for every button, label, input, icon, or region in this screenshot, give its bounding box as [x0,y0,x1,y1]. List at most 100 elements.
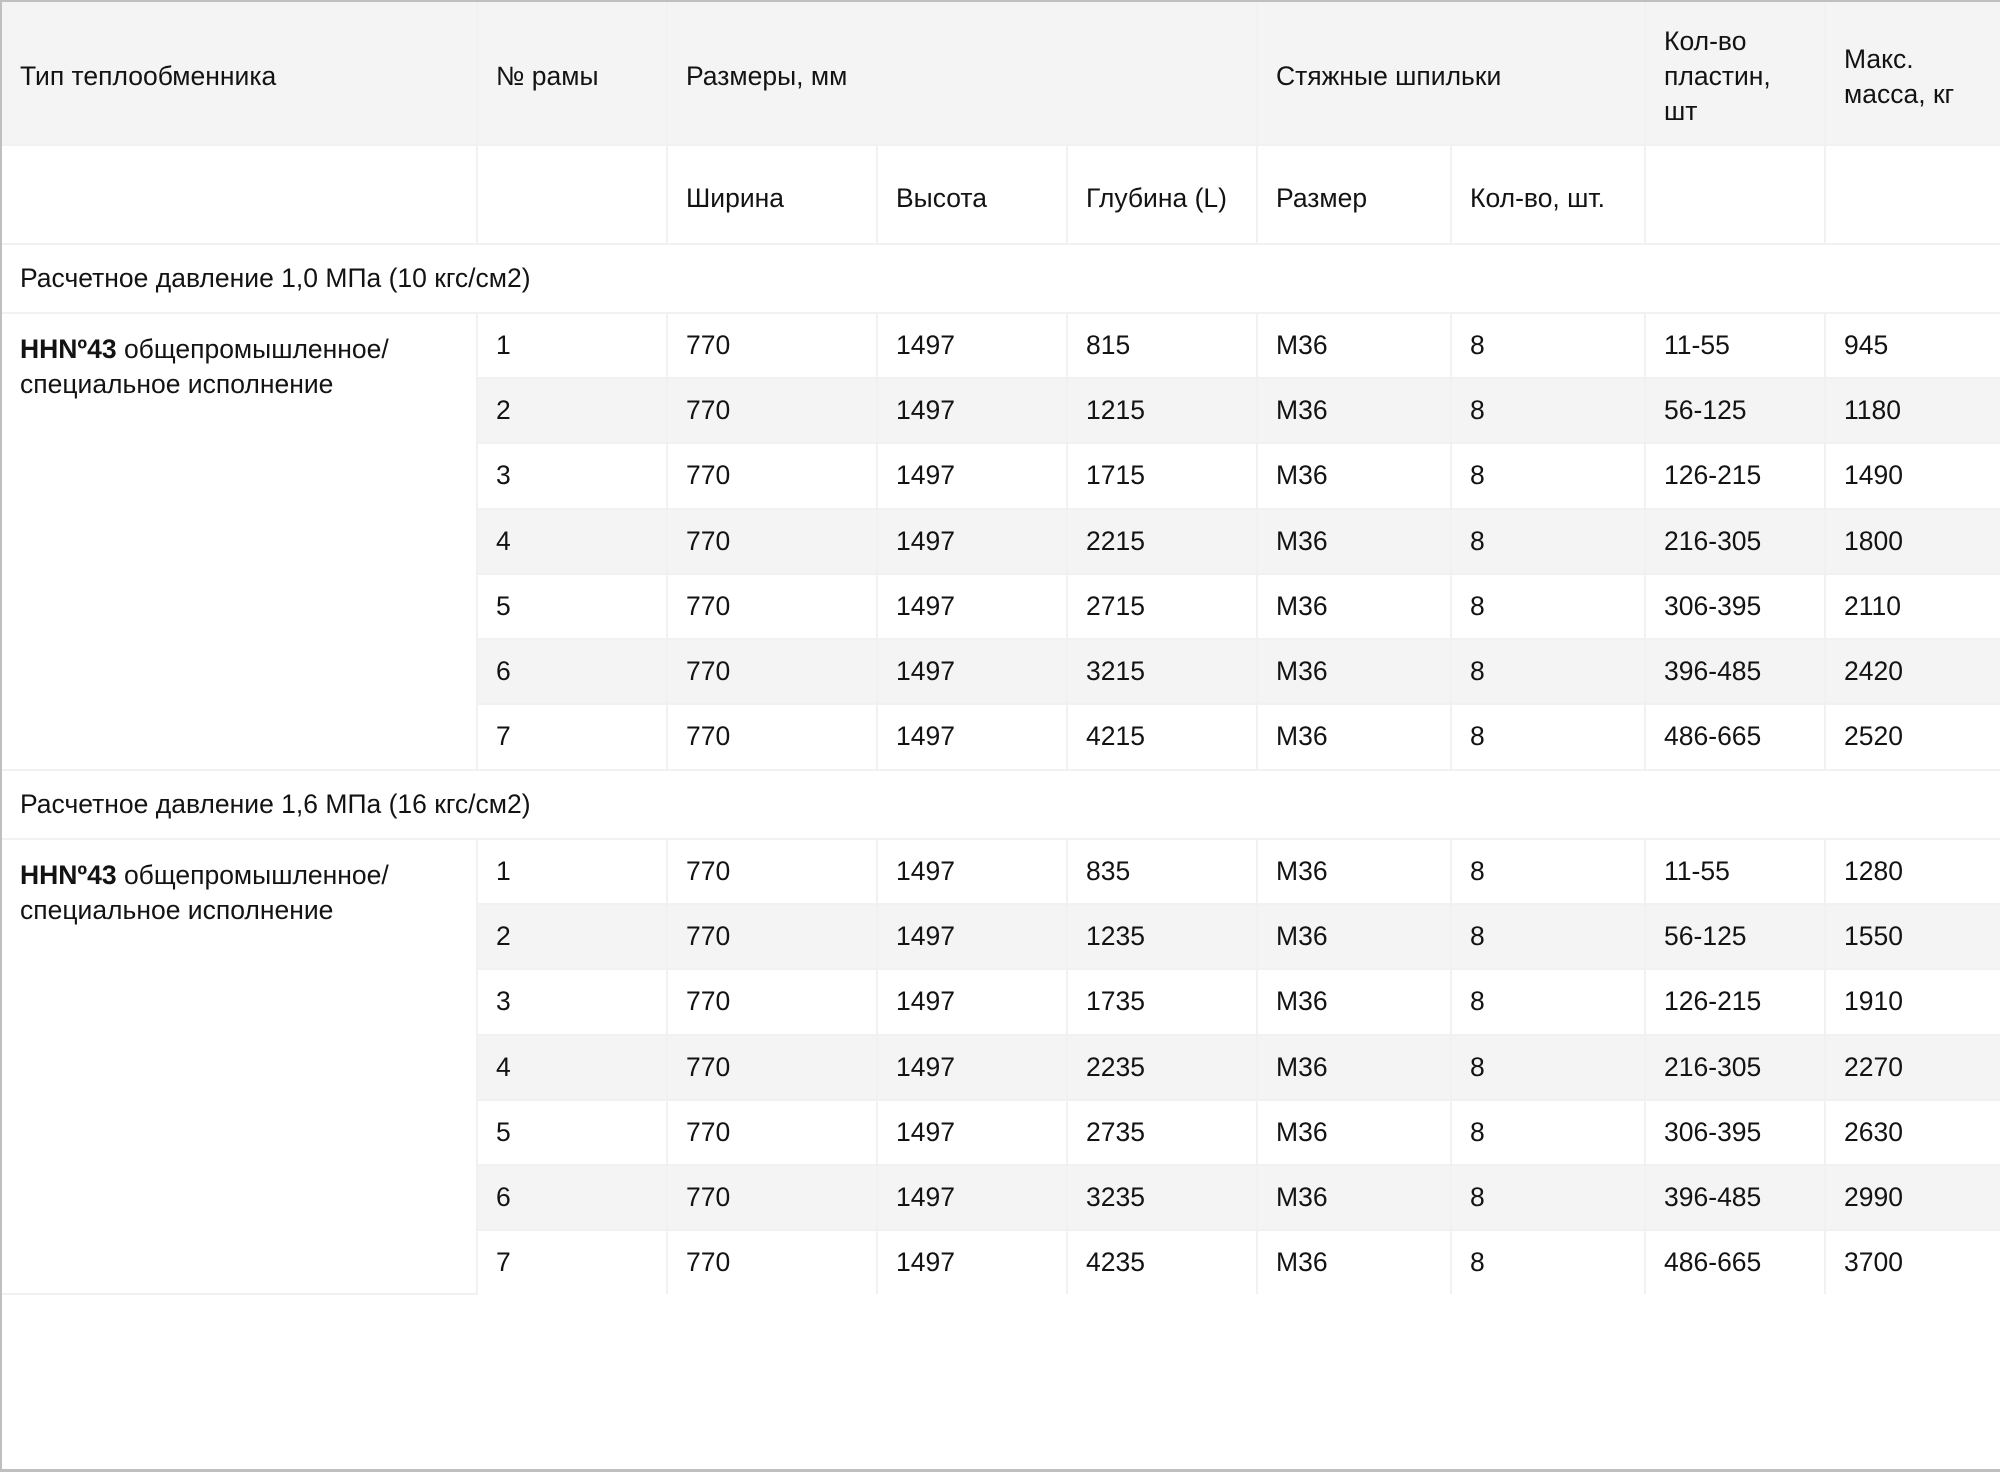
cell-height: 1497 [877,904,1068,971]
cell-stud-qty: 8 [1451,704,1647,771]
table-row[interactable]: 7 770 1497 4215 М36 8 486-665 2520 [2,704,2000,771]
cell-height: 1497 [877,508,1068,575]
cell-width: 770 [667,1164,878,1232]
cell-frame-no: 2 [477,904,668,971]
table-row[interactable]: 7 770 1497 4235 М36 8 486-665 3700 [2,1230,2000,1295]
cell-stud-size: М36 [1257,904,1453,971]
cell-height: 1497 [877,969,1068,1036]
cell-plate-count: 396-485 [1645,1164,1827,1232]
cell-width: 770 [667,704,878,771]
cell-plate-count: 11-55 [1645,312,1827,380]
cell-stud-size: М36 [1257,1164,1453,1232]
exchanger-model-label: ННNº43 [20,859,117,890]
cell-width: 770 [667,573,878,641]
cell-height: 1497 [877,1164,1068,1232]
cell-stud-qty: 8 [1451,573,1647,641]
col-subheader-plates-blank [1645,144,1827,245]
table-row[interactable]: ННNº43 общепромышленное/специальное испо… [2,312,2000,771]
col-subheader-depth: Глубина (L) [1067,144,1259,245]
cell-plate-count: 216-305 [1645,508,1827,575]
table-row[interactable]: 3 770 1497 1715 М36 8 126-215 1490 [2,443,2000,510]
cell-max-mass: 945 [1825,312,2000,380]
cell-max-mass: 2420 [1825,639,2000,706]
table-row[interactable]: 3 770 1497 1735 М36 8 126-215 1910 [2,969,2000,1036]
cell-frame-no: 3 [477,969,668,1036]
cell-stud-qty: 8 [1451,639,1647,706]
col-header-dimensions: Размеры, мм [667,2,1259,146]
cell-stud-size: М36 [1257,312,1453,380]
cell-frame-no: 5 [477,573,668,641]
header-row-sub: Ширина Высота Глубина (L) Размер Кол-во,… [2,144,2000,245]
table-row[interactable]: ННNº43 общепромышленное/специальное испо… [2,838,2000,1296]
col-subheader-type-blank [2,144,478,245]
cell-depth: 3215 [1067,639,1259,706]
cell-width: 770 [667,312,878,380]
table-row[interactable]: 2 770 1497 1235 М36 8 56-125 1550 [2,904,2000,971]
table-row[interactable]: 4 770 1497 2215 М36 8 216-305 1800 [2,508,2000,575]
cell-plate-count: 306-395 [1645,573,1827,641]
cell-stud-size: М36 [1257,573,1453,641]
heat-exchanger-spec-table: Тип теплообменника № рамы Размеры, мм Ст… [2,2,2000,1296]
cell-depth: 1715 [1067,443,1259,510]
cell-width: 770 [667,1230,878,1295]
cell-plate-count: 126-215 [1645,443,1827,510]
cell-stud-qty: 8 [1451,312,1647,380]
cell-plate-count: 486-665 [1645,704,1827,771]
cell-width: 770 [667,378,878,445]
cell-width: 770 [667,1099,878,1166]
cell-stud-size: М36 [1257,969,1453,1036]
cell-frame-no: 2 [477,378,668,445]
cell-depth: 3235 [1067,1164,1259,1232]
cell-stud-size: М36 [1257,704,1453,771]
cell-max-mass: 1550 [1825,904,2000,971]
table-row[interactable]: 5 770 1497 2715 М36 8 306-395 2110 [2,573,2000,641]
cell-exchanger-type: ННNº43 общепромышленное/специальное испо… [2,312,478,771]
cell-max-mass: 1280 [1825,838,2000,906]
cell-frame-no: 1 [477,312,668,380]
cell-width: 770 [667,904,878,971]
cell-depth: 1235 [1067,904,1259,971]
cell-max-mass: 1180 [1825,378,2000,445]
cell-height: 1497 [877,378,1068,445]
cell-stud-qty: 8 [1451,378,1647,445]
cell-depth: 1735 [1067,969,1259,1036]
cell-plate-count: 396-485 [1645,639,1827,706]
table-row[interactable]: 6 770 1497 3235 М36 8 396-485 2990 [2,1164,2000,1232]
cell-depth: 2735 [1067,1099,1259,1166]
cell-frame-no: 5 [477,1099,668,1166]
cell-max-mass: 2630 [1825,1099,2000,1166]
cell-max-mass: 1910 [1825,969,2000,1036]
cell-width: 770 [667,443,878,510]
cell-depth: 4235 [1067,1230,1259,1295]
cell-height: 1497 [877,1099,1068,1166]
cell-depth: 1215 [1067,378,1259,445]
cell-width: 770 [667,838,878,906]
cell-height: 1497 [877,838,1068,906]
cell-width: 770 [667,639,878,706]
section-banner-row: Расчетное давление 1,6 МПа (16 кгс/см2) [2,769,2000,840]
cell-frame-no: 6 [477,639,668,706]
cell-stud-qty: 8 [1451,1164,1647,1232]
cell-depth: 815 [1067,312,1259,380]
cell-frame-no: 3 [477,443,668,510]
table-row[interactable]: 5 770 1497 2735 М36 8 306-395 2630 [2,1099,2000,1166]
col-subheader-height: Высота [877,144,1068,245]
cell-width: 770 [667,508,878,575]
table-row[interactable]: 4 770 1497 2235 М36 8 216-305 2270 [2,1034,2000,1101]
table-head: Тип теплообменника № рамы Размеры, мм Ст… [2,2,2000,245]
cell-stud-qty: 8 [1451,508,1647,575]
col-subheader-frame-blank [477,144,668,245]
header-row-group: Тип теплообменника № рамы Размеры, мм Ст… [2,2,2000,146]
cell-depth: 2235 [1067,1034,1259,1101]
cell-stud-size: М36 [1257,1230,1453,1295]
cell-height: 1497 [877,443,1068,510]
exchanger-model-label: ННNº43 [20,333,117,364]
cell-depth: 2715 [1067,573,1259,641]
table-row[interactable]: 6 770 1497 3215 М36 8 396-485 2420 [2,639,2000,706]
cell-max-mass: 2520 [1825,704,2000,771]
cell-height: 1497 [877,573,1068,641]
col-header-frame-no: № рамы [477,2,668,146]
cell-frame-no: 7 [477,1230,668,1295]
table-row[interactable]: 2 770 1497 1215 М36 8 56-125 1180 [2,378,2000,445]
